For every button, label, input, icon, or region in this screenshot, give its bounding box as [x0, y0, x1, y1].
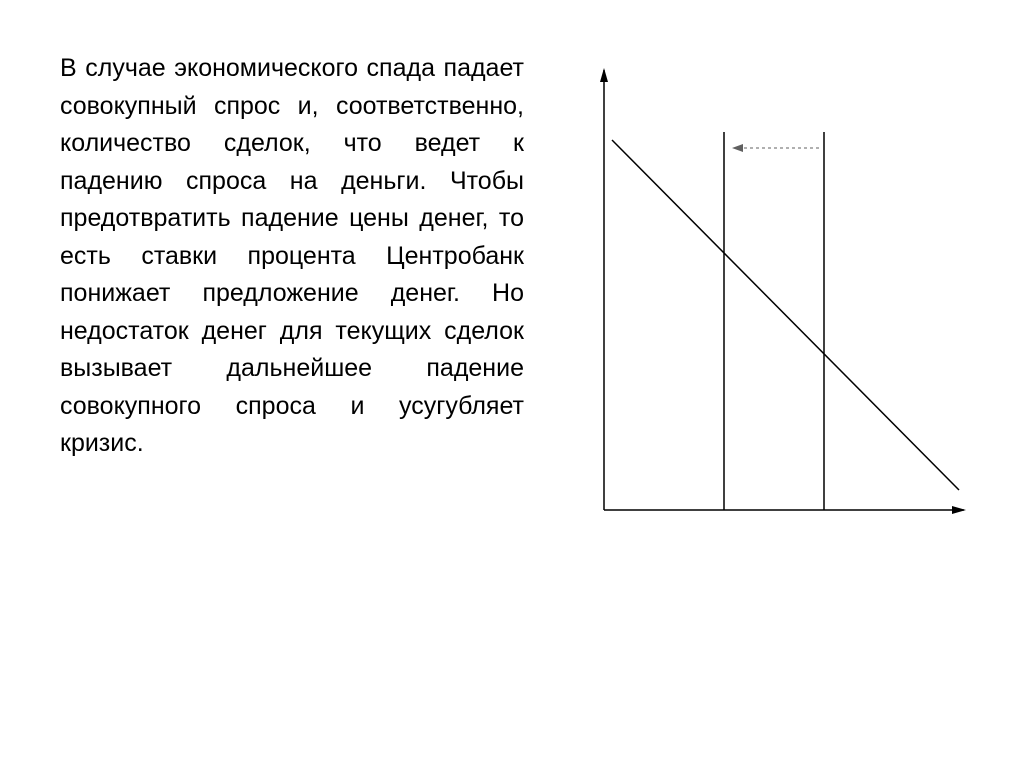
slide-text: В случае экономического спада падает сов… — [60, 50, 524, 727]
chart-svg — [564, 50, 984, 550]
economics-chart — [524, 50, 984, 727]
paragraph-text: В случае экономического спада падает сов… — [60, 54, 524, 457]
